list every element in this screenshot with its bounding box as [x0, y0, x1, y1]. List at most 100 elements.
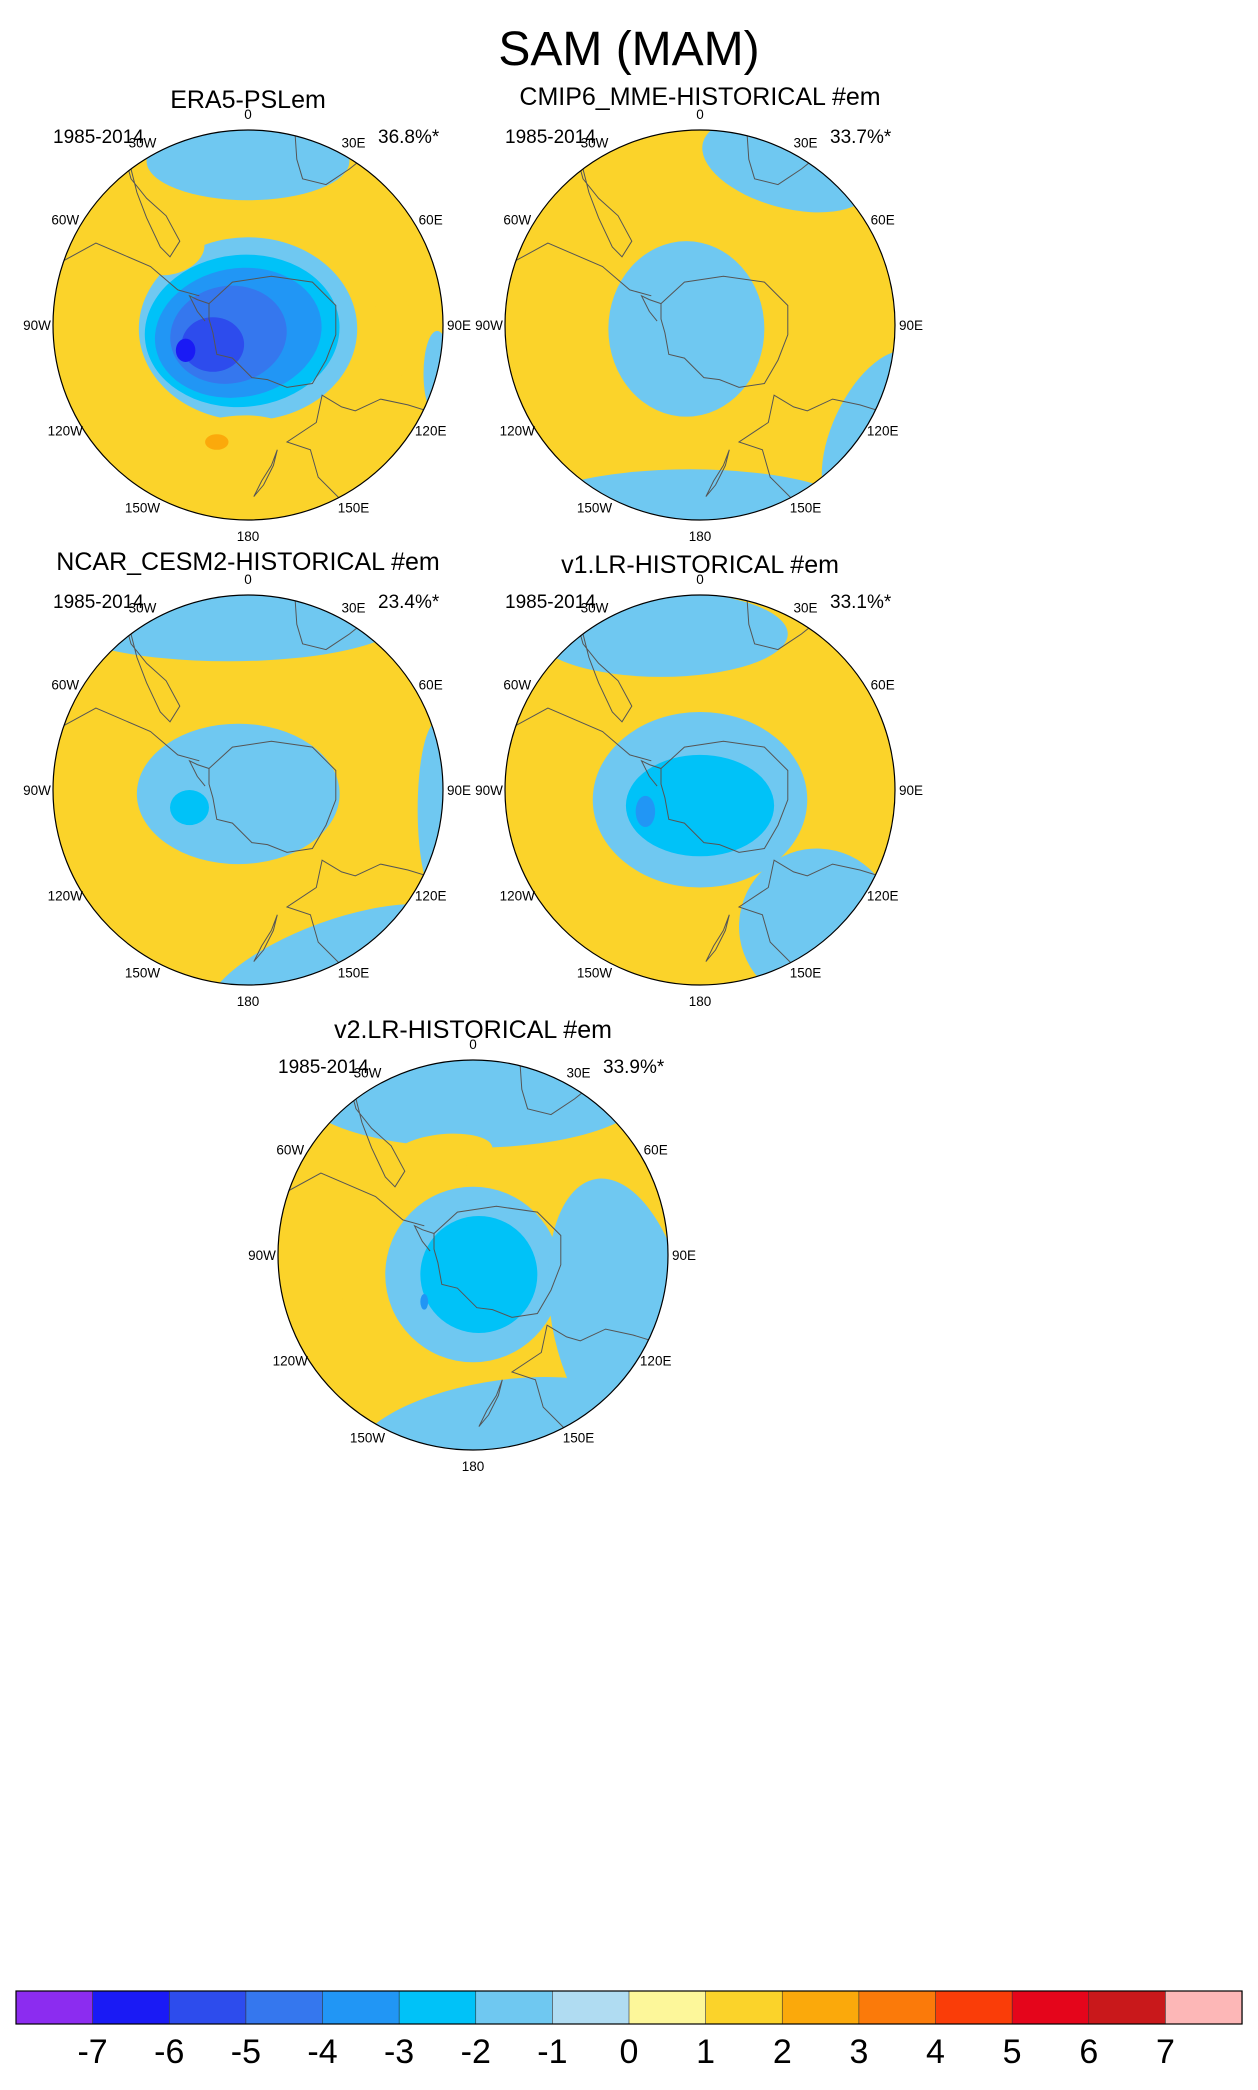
map-panel: v2.LR-HISTORICAL #em 1985-2014 33.9%* 0 30E 6… — [248, 1016, 696, 1474]
coastline-path — [865, 196, 873, 210]
colorbar: -7 -6 -5 -4 -3 -2 -1 0 1 2 3 4 5 6 7 — [15, 1990, 1243, 2071]
coastline-path — [660, 740, 789, 853]
panel-period: 1985-2014 — [53, 592, 144, 613]
coastline-path — [433, 1205, 562, 1318]
longitude-label: 60W — [51, 678, 79, 693]
contour-patch — [181, 317, 245, 372]
contour-patch — [53, 595, 404, 662]
contour-patch — [297, 1060, 649, 1148]
map-panel: v1.LR-HISTORICAL #em 1985-2014 33.1%* 0 30E 6… — [475, 551, 923, 1009]
panel-period: 1985-2014 — [505, 592, 596, 613]
longitude-label: 150W — [350, 1431, 386, 1446]
colorbar-swatch — [858, 1990, 937, 2025]
longitude-label: 0 — [244, 572, 252, 587]
longitude-label: 30E — [793, 135, 817, 150]
longitude-label: 180 — [237, 529, 260, 544]
panel-variance: 23.4%* — [378, 592, 440, 613]
longitude-label: 30E — [341, 600, 365, 615]
colorbar-label: -1 — [537, 2033, 567, 2071]
coastlines — [278, 1060, 668, 1432]
map-border — [504, 129, 896, 521]
contour-patch — [342, 1274, 362, 1314]
longitude-label: 150W — [577, 501, 613, 516]
longitude-label: 180 — [689, 529, 712, 544]
coastline-path — [188, 759, 210, 787]
contour-patch — [146, 130, 350, 201]
longitude-label: 150E — [563, 1431, 595, 1446]
longitude-label: 60W — [503, 678, 531, 693]
coastline-path — [118, 135, 181, 258]
colorbar-swatch — [935, 1990, 1013, 2025]
contour-patch — [635, 795, 656, 828]
coastline-path — [413, 661, 421, 675]
longitude-label: 120E — [867, 889, 899, 904]
coastline-path — [118, 600, 181, 723]
contour-patch — [370, 289, 414, 380]
longitude-label: 150E — [790, 966, 822, 981]
longitude-label: 90W — [475, 783, 503, 798]
contour-patch — [135, 226, 205, 276]
coastline-path — [278, 1172, 425, 1227]
map-panel: NCAR_CESM2-HISTORICAL #em 1985-2014 23.4%*… — [23, 548, 471, 1009]
coastline-path — [253, 449, 278, 497]
longitude-label: 60E — [871, 213, 895, 228]
panel-variance: 33.1%* — [830, 592, 892, 613]
panel-variance: 33.9%* — [603, 1057, 665, 1078]
colorbar-label: 4 — [926, 2033, 945, 2071]
colorbar-swatch — [475, 1990, 553, 2025]
colorbar-label: -5 — [231, 2033, 261, 2071]
coastline-path — [638, 1126, 646, 1140]
colorbar-swatch — [552, 1990, 630, 2025]
longitude-label: 150W — [577, 966, 613, 981]
colorbar-swatch — [15, 1990, 94, 2025]
colorbar-label: 2 — [773, 2033, 792, 2071]
coastline-path — [660, 275, 789, 388]
longitude-label: 60E — [419, 213, 443, 228]
colorbar-swatch — [322, 1990, 400, 2025]
colorbar-swatch — [1088, 1990, 1166, 2025]
longitude-label: 60E — [419, 678, 443, 693]
colorbar-swatch — [781, 1990, 860, 2025]
contour-patch — [395, 1133, 493, 1170]
longitude-label: 180 — [689, 994, 712, 1009]
coastline-path — [208, 275, 337, 388]
longitude-label: 120E — [867, 424, 899, 439]
longitude-label: 30E — [341, 135, 365, 150]
longitude-label: 60E — [871, 678, 895, 693]
coastline-path — [53, 707, 200, 762]
colorbar-swatch — [398, 1990, 477, 2025]
coastline-path — [570, 135, 633, 258]
longitude-label: 0 — [696, 572, 704, 587]
contour-patch — [389, 1364, 401, 1372]
panel-period: 1985-2014 — [53, 127, 144, 148]
colorbar-swatch — [245, 1990, 324, 2025]
longitude-label: 60W — [503, 213, 531, 228]
coastline-path — [640, 759, 662, 787]
contour-patch — [170, 790, 209, 826]
panel-title: NCAR_CESM2-HISTORICAL #em — [56, 548, 439, 576]
longitude-label: 90E — [672, 1248, 696, 1263]
longitude-label: 90W — [475, 318, 503, 333]
colorbar-label: -7 — [77, 2033, 107, 2071]
coastlines — [53, 130, 443, 502]
coastline-path — [570, 600, 633, 723]
contour-patch — [420, 1216, 538, 1333]
longitude-label: 90E — [899, 783, 923, 798]
longitude-label: 90E — [447, 783, 471, 798]
panel-variance: 33.7%* — [830, 127, 892, 148]
coastline-path — [505, 242, 652, 297]
colorbar-label: 5 — [1003, 2033, 1022, 2071]
longitude-label: 30W — [581, 135, 609, 150]
colorbar-label: 1 — [696, 2033, 715, 2071]
longitude-label: 120W — [48, 889, 84, 904]
colorbar-swatch — [628, 1990, 707, 2025]
longitude-label: 150W — [125, 501, 161, 516]
coastline-path — [640, 294, 662, 322]
colorbar-swatch — [705, 1990, 783, 2025]
panel-title: v1.LR-HISTORICAL #em — [561, 551, 839, 579]
contour-patch — [168, 415, 289, 465]
contour-patch — [524, 469, 856, 520]
contour-patch — [420, 1294, 429, 1310]
longitude-label: 120W — [500, 424, 536, 439]
